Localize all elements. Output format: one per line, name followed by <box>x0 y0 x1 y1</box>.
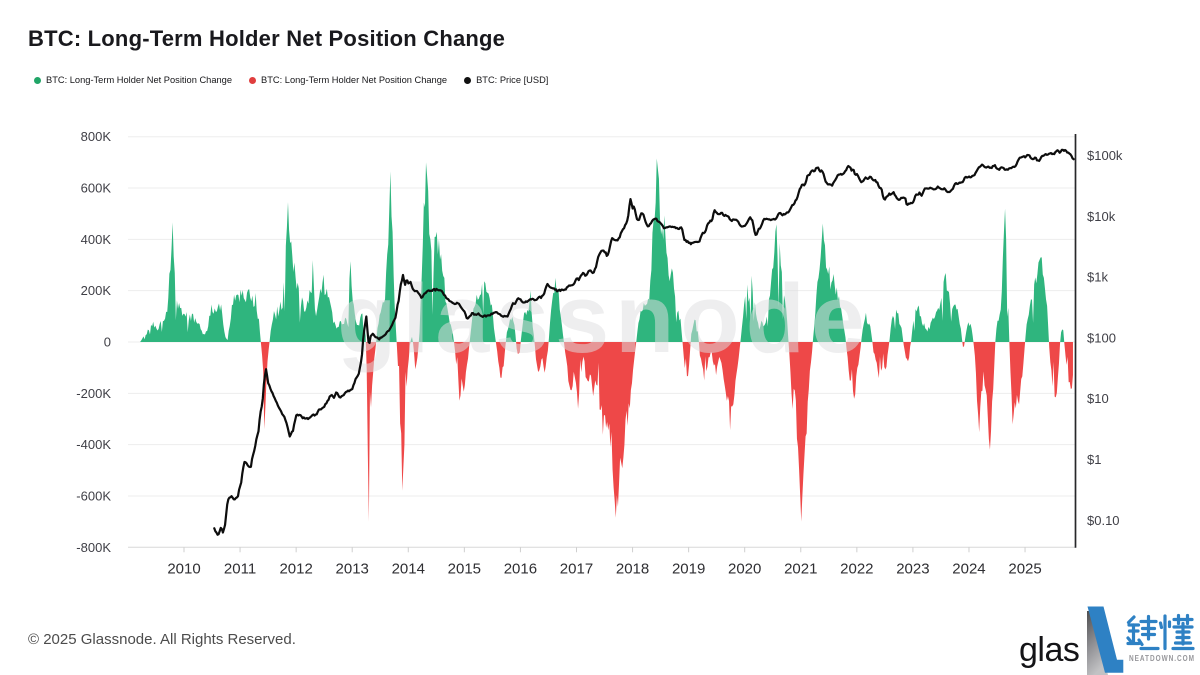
x-axis-tick-label: 2015 <box>448 561 481 578</box>
legend-item-price[interactable]: BTC: Price [USD] <box>464 75 548 85</box>
y-axis-left-tick-label: -600K <box>76 488 111 503</box>
y-axis-right-tick-label: $10 <box>1087 391 1109 406</box>
x-axis-tick-label: 2025 <box>1008 561 1041 578</box>
neatdown-domain: NEATDOWN.COM <box>1129 654 1195 663</box>
y-axis-right-tick-label: $1k <box>1087 270 1108 285</box>
y-axis-right-tick-label: $0.10 <box>1087 513 1120 528</box>
lth-npc-area-positive <box>140 158 1073 342</box>
footer-copyright: © 2025 Glassnode. All Rights Reserved. <box>28 631 296 648</box>
x-axis-tick-label: 2024 <box>952 561 985 578</box>
y-axis-left-tick-label: 800K <box>81 129 112 144</box>
legend: BTC: Long-Term Holder Net Position Chang… <box>34 75 565 85</box>
y-axis-right-tick-label: $100 <box>1087 330 1116 345</box>
y-axis-left-tick-label: 400K <box>81 232 112 247</box>
legend-dot-black-icon <box>464 76 472 84</box>
brand-block: glas 链懂 NEATDOWN.COM <box>1016 600 1200 675</box>
x-axis-tick-label: 2010 <box>167 561 200 578</box>
x-axis-tick-label: 2011 <box>224 561 256 578</box>
legend-label: BTC: Long-Term Holder Net Position Chang… <box>261 75 448 85</box>
legend-label: BTC: Price [USD] <box>476 75 549 85</box>
x-axis-tick-label: 2022 <box>840 561 873 578</box>
legend-dot-green-icon <box>34 76 41 84</box>
btc-price-line <box>213 148 1075 536</box>
y-axis-left-tick-label: -200K <box>76 386 111 401</box>
y-axis-left-tick-label: 0 <box>104 335 111 350</box>
y-axis-right-tick-label: $1 <box>1087 452 1101 467</box>
x-axis-tick-label: 2019 <box>672 561 705 578</box>
legend-item-lth-negative[interactable]: BTC: Long-Term Holder Net Position Chang… <box>249 75 447 85</box>
x-axis-tick-label: 2016 <box>504 561 537 578</box>
x-axis-tick-label: 2021 <box>784 561 817 578</box>
x-axis-tick-label: 2020 <box>728 561 761 578</box>
x-axis-tick-label: 2013 <box>336 561 369 578</box>
legend-item-lth-positive[interactable]: BTC: Long-Term Holder Net Position Chang… <box>34 75 232 85</box>
page-title: BTC: Long-Term Holder Net Position Chang… <box>28 26 506 51</box>
x-axis-tick-label: 2018 <box>616 561 649 578</box>
neatdown-cjk-wordmark <box>1126 613 1195 651</box>
y-axis-right-tick-label: $10k <box>1087 209 1116 224</box>
glassnode-watermark: glassnode <box>337 264 871 373</box>
y-axis-left-tick-label: -400K <box>76 437 111 452</box>
x-axis-tick-label: 2014 <box>392 561 425 578</box>
x-axis-tick-label: 2012 <box>279 561 312 578</box>
y-axis-right-tick-label: $100k <box>1087 148 1123 163</box>
glassnode-wordmark-fragment: glas <box>1019 631 1080 669</box>
legend-dot-red-icon <box>249 76 257 84</box>
y-axis-left-tick-label: -800K <box>76 540 111 555</box>
legend-label: BTC: Long-Term Holder Net Position Chang… <box>46 75 233 85</box>
y-axis-left-tick-label: 600K <box>81 181 112 196</box>
y-axis-left-tick-label: 200K <box>81 283 112 298</box>
neatdown-logo: NEATDOWN.COM <box>1087 606 1195 675</box>
x-axis-tick-label: 2017 <box>560 561 593 578</box>
x-axis-tick-label: 2023 <box>896 561 929 578</box>
lth-npc-area-negative <box>140 342 1073 522</box>
neatdown-logo-blue-l <box>1087 606 1124 673</box>
